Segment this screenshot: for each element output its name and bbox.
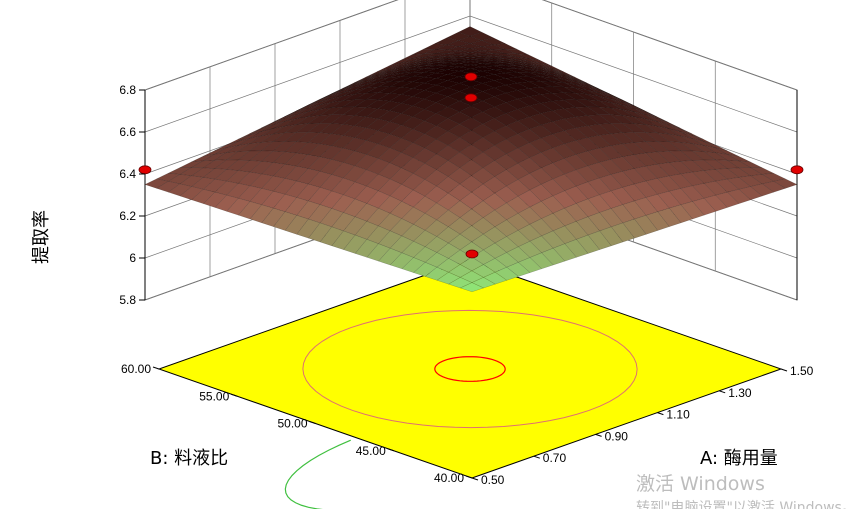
axis-ticks: 5.8 6 6.2 6.4 6.6 6.8 40.00 45.00 50.00 55.00 60.0… — [119, 83, 813, 487]
response-surface — [144, 26, 798, 292]
design-point — [464, 72, 478, 82]
y-axis-title: B: 料液比 — [150, 448, 228, 469]
design-point — [465, 249, 479, 259]
z-tick-label: 6.2 — [119, 209, 136, 223]
contour-ring — [302, 309, 638, 429]
x-tick-mark — [780, 368, 788, 372]
x-axis-title: A: 酶用量 — [700, 448, 778, 469]
design-point — [464, 93, 478, 103]
x-tick-label: 0.90 — [605, 429, 629, 443]
x-tick-mark — [533, 455, 540, 459]
x-tick-label: 0.70 — [543, 451, 567, 465]
surface-cell — [459, 282, 484, 292]
design-point — [138, 165, 152, 175]
y-tick-mark — [309, 421, 316, 424]
y-tick-label: 45.00 — [356, 444, 386, 458]
design-points — [138, 72, 804, 259]
contour-center — [434, 356, 506, 382]
y-tick-label: 40.00 — [434, 471, 464, 485]
x-tick-mark — [657, 412, 664, 416]
y-tick-mark — [387, 448, 394, 452]
z-tick-label: 5.8 — [119, 293, 136, 307]
x-tick-mark — [471, 477, 479, 481]
x-tick-mark — [595, 433, 602, 437]
z-axis-title: 提取率 — [31, 210, 52, 264]
watermark-line1: 激活 Windows — [636, 473, 765, 495]
y-tick-label: 60.00 — [121, 362, 151, 376]
z-tick-label: 6.6 — [119, 125, 136, 139]
contour-floor — [157, 259, 783, 509]
y-tick-mark — [152, 366, 160, 370]
x-tick-mark — [719, 390, 726, 394]
design-point — [790, 165, 804, 175]
x-tick-label: 1.50 — [790, 364, 814, 378]
floor-plane — [157, 259, 783, 479]
x-tick-label: 1.30 — [728, 386, 752, 400]
y-tick-label: 50.00 — [277, 417, 307, 431]
x-tick-label: 1.10 — [666, 408, 690, 422]
z-tick-label: 6 — [129, 251, 136, 265]
z-gridline — [144, 0, 798, 91]
y-tick-mark — [231, 393, 238, 397]
y-tick-mark — [465, 475, 473, 479]
z-tick-label: 6.8 — [119, 83, 136, 97]
z-tick-label: 6.4 — [119, 167, 136, 181]
x-tick-label: 0.50 — [481, 473, 505, 487]
contour-corner — [284, 439, 351, 509]
watermark-line2: 转到"电脑设置"以激活 Windows。 — [636, 499, 856, 509]
y-tick-label: 55.00 — [199, 389, 229, 403]
